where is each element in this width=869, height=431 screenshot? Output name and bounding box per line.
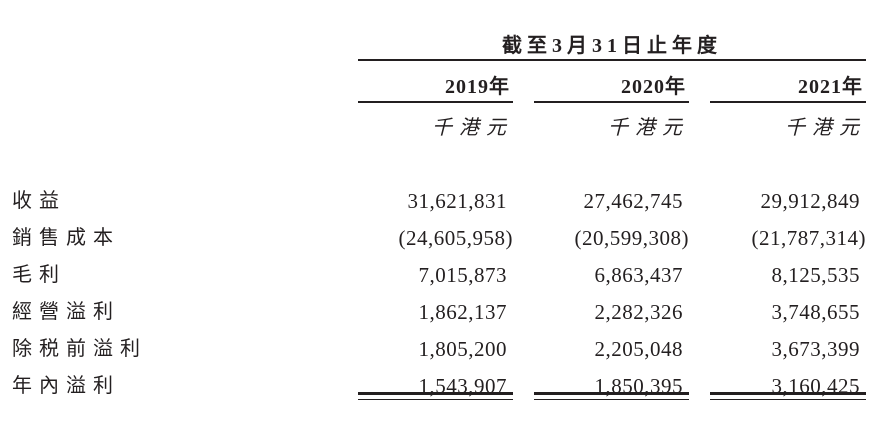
unit-label: 千港元 [608,116,689,139]
period-header-row: 截至3月31日止年度 [0,34,869,58]
row-label: 除税前溢利 [12,337,147,360]
table-row: 除税前溢利 1,805,200 2,205,048 3,673,399 [0,337,869,361]
value-cell: (24,605,958) [398,225,513,250]
table-row: 毛利 7,015,873 6,863,437 8,125,535 [0,263,869,287]
year-header-2021: 2021年 [710,75,866,103]
value-cell: 1,862,137 [418,299,507,324]
value-cell: 7,015,873 [418,262,507,287]
table-row: 收益 31,621,831 27,462,745 29,912,849 [0,189,869,213]
year-header-2019: 2019年 [358,75,513,103]
row-label: 銷售成本 [12,226,120,249]
row-label: 毛利 [12,263,66,286]
table-row: 銷售成本 (24,605,958) (20,599,308) (21,787,3… [0,226,869,250]
bottom-double-rule [710,391,866,400]
value-cell: 3,673,399 [771,336,860,361]
period-header-rule-row [0,58,869,61]
value-cell: 2,282,326 [594,299,683,324]
value-cell: 3,748,655 [771,299,860,324]
row-label: 收益 [12,189,66,212]
value-cell: 31,621,831 [407,188,507,213]
value-cell: 1,805,200 [418,336,507,361]
unit-label: 千港元 [785,116,866,139]
bottom-rule-row [0,391,869,400]
unit-row: 千港元 千港元 千港元 [0,116,869,140]
table-row: 經營溢利 1,862,137 2,282,326 3,748,655 [0,300,869,324]
unit-label: 千港元 [432,116,513,139]
value-cell: 8,125,535 [771,262,860,287]
period-header-rule [358,59,866,61]
value-cell: 29,912,849 [760,188,860,213]
value-cell: 2,205,048 [594,336,683,361]
bottom-double-rule [358,391,513,400]
value-cell: 6,863,437 [594,262,683,287]
bottom-double-rule [534,391,689,400]
period-header: 截至3月31日止年度 [502,35,722,57]
row-label: 經營溢利 [12,300,120,323]
value-cell: (20,599,308) [574,225,689,250]
value-cell: 27,462,745 [583,188,683,213]
value-cell: (21,787,314) [751,225,866,250]
year-header-row: 2019年 2020年 2021年 [0,75,869,103]
row-label: 年內溢利 [12,374,120,397]
year-header-2020: 2020年 [534,75,689,103]
